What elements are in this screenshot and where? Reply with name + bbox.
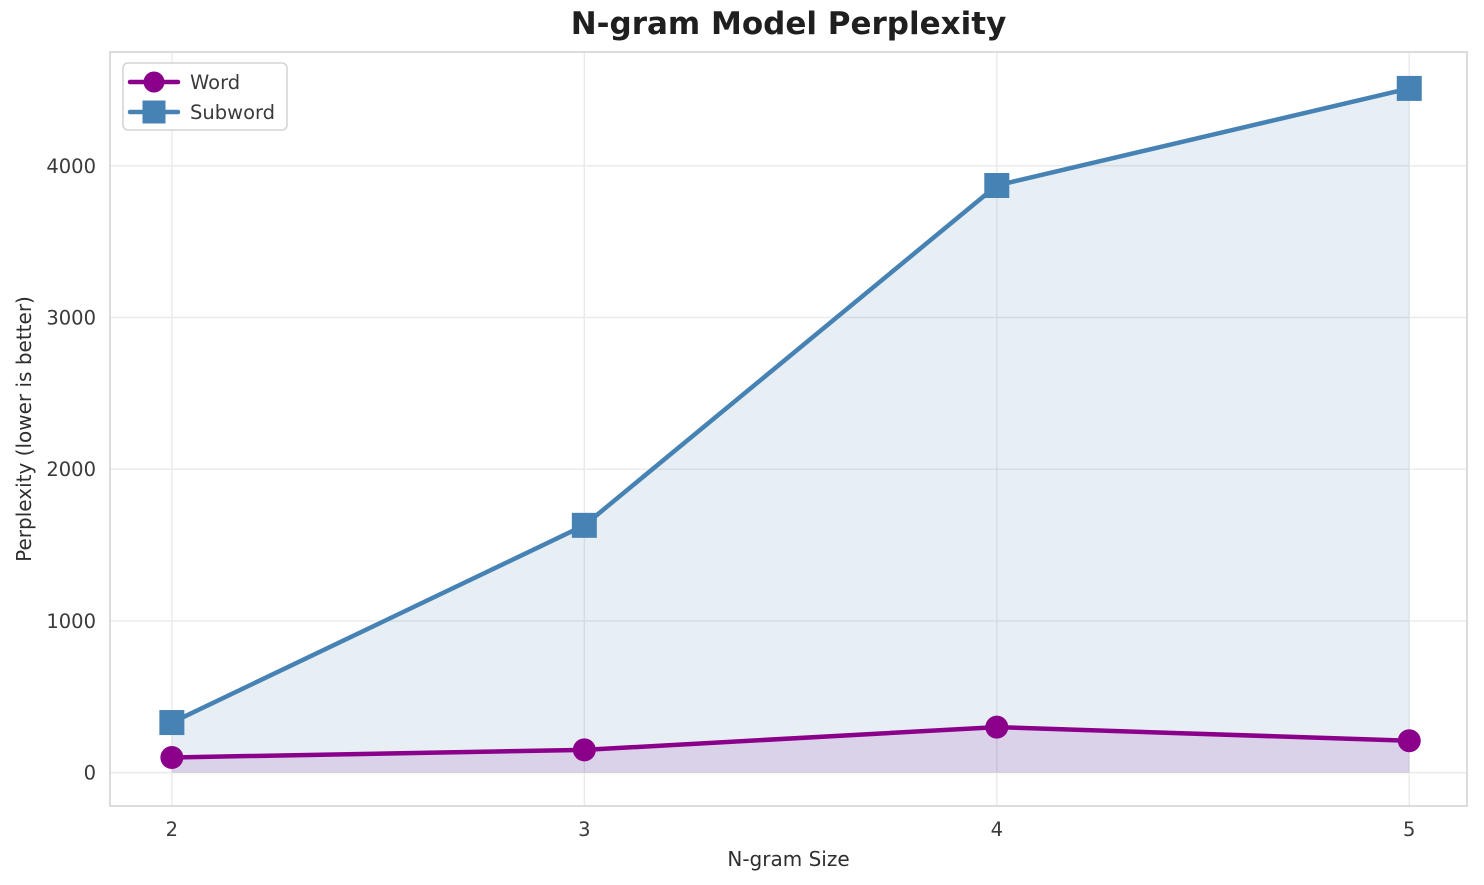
y-axis-label: Perplexity (lower is better) bbox=[12, 296, 36, 562]
marker-square bbox=[984, 173, 1010, 199]
plot-border bbox=[109, 51, 1468, 807]
series-line-subword bbox=[169, 86, 1412, 725]
legend-label-word: Word bbox=[190, 71, 240, 94]
plot-background bbox=[110, 52, 1467, 806]
marker-circle bbox=[572, 738, 596, 762]
area-fill-subword bbox=[171, 88, 1410, 773]
chart-title: N-gram Model Perplexity bbox=[571, 6, 1007, 42]
x-tick-label: 3 bbox=[578, 818, 590, 841]
legend-label-subword: Subword bbox=[190, 101, 275, 124]
y-tick-label: 2000 bbox=[46, 458, 96, 481]
marker-square bbox=[1396, 75, 1422, 101]
marker-circle bbox=[143, 71, 165, 93]
marker-square bbox=[142, 100, 166, 124]
series-line-word bbox=[169, 724, 1412, 760]
x-tick-label: 5 bbox=[1403, 818, 1415, 841]
marker-square bbox=[159, 710, 185, 736]
x-tick-label: 4 bbox=[991, 818, 1003, 841]
marker-square bbox=[571, 512, 597, 538]
x-tick-label: 2 bbox=[166, 818, 178, 841]
y-tick-label: 0 bbox=[84, 762, 96, 785]
legend: Word Subword bbox=[122, 62, 288, 131]
x-axis-label: N-gram Size bbox=[727, 847, 849, 871]
marker-circle bbox=[1397, 729, 1421, 753]
y-tick-label: 3000 bbox=[46, 306, 96, 329]
area-fill-word bbox=[171, 727, 1410, 773]
y-tick-label: 4000 bbox=[46, 155, 96, 178]
marker-circle bbox=[985, 715, 1009, 739]
marker-circle bbox=[160, 745, 184, 769]
y-tick-label: 1000 bbox=[46, 610, 96, 633]
